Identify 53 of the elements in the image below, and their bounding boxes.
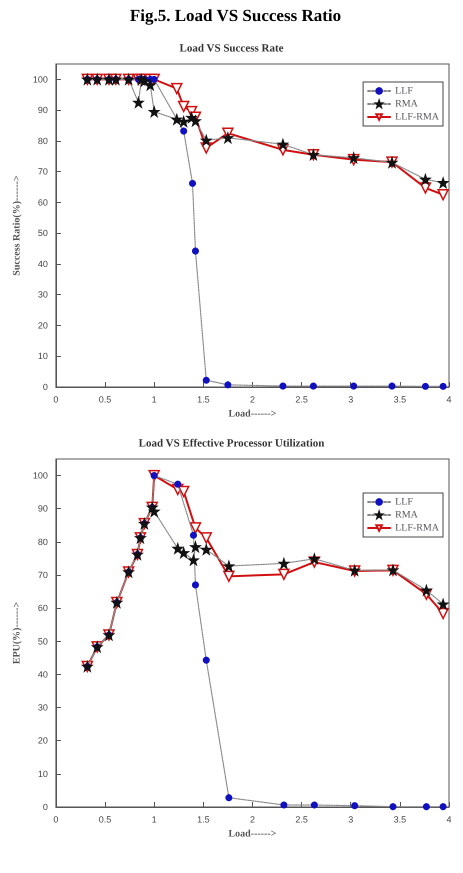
y-tick-label: 70 — [38, 166, 48, 177]
legend-label: RMA — [395, 510, 419, 520]
y-tick-label: 100 — [32, 74, 48, 84]
x-tick-label: 4 — [446, 814, 452, 824]
y-tick-label: 10 — [38, 351, 48, 362]
x-tick-label: 1 — [152, 394, 157, 404]
x-tick-label: 3.5 — [394, 814, 406, 824]
y-tick-label: 60 — [38, 197, 48, 208]
y-tick-label: 80 — [38, 536, 48, 547]
y-axis-title: EPU(%)------> — [12, 602, 22, 664]
y-tick-label: 0 — [42, 382, 48, 392]
x-tick-label: 1 — [152, 814, 157, 824]
caption: Fig.5. Load VS Success Ratio — [128, 5, 342, 27]
y-axis-title: Success Ratio(%)------> — [12, 175, 22, 276]
x-tick-label: 0 — [53, 814, 58, 824]
x-tick-label: 3 — [348, 814, 354, 824]
y-tick-label: 90 — [38, 105, 48, 116]
x-tick-label: 3 — [348, 394, 354, 404]
x-tick-label: 4 — [446, 394, 452, 404]
x-axis-title: Load------> — [228, 408, 277, 420]
y-tick-label: 10 — [38, 768, 48, 779]
legend-label: LLF — [395, 496, 414, 508]
y-tick-label: 30 — [38, 702, 48, 713]
chart-title: Load VS Effective Processor Utilization — [138, 438, 324, 450]
x-tick-label: 2.5 — [295, 814, 308, 824]
x-tick-label: 1.5 — [197, 394, 210, 404]
y-tick-label: 70 — [38, 570, 48, 580]
legend-label: LLF-RMA — [395, 522, 440, 534]
y-tick-label: 20 — [38, 320, 48, 330]
x-tick-label: 0 — [53, 394, 58, 404]
legend-label: LLF — [395, 86, 414, 96]
legend-label: LLF-RMA — [395, 112, 440, 122]
x-tick-label: 3.5 — [394, 394, 406, 404]
y-tick-label: 80 — [38, 136, 48, 146]
y-tick-label: 40 — [38, 258, 48, 269]
y-tick-label: 0 — [42, 802, 48, 812]
y-tick-label: 50 — [38, 636, 48, 646]
y-tick-label: 20 — [38, 736, 48, 746]
y-tick-label: 100 — [32, 470, 48, 481]
y-tick-label: 40 — [38, 669, 48, 680]
y-tick-label: 60 — [38, 603, 48, 614]
y-tick-label: 90 — [38, 504, 48, 514]
legend-label: RMA — [395, 98, 419, 110]
x-tick-label: 2 — [250, 394, 255, 404]
x-tick-label: 1.5 — [197, 814, 210, 824]
x-axis-title: Load------> — [228, 828, 277, 840]
x-tick-label: 2 — [250, 814, 255, 824]
y-tick-label: 30 — [38, 290, 48, 300]
x-tick-label: 2.5 — [295, 394, 308, 404]
x-tick-label: 0.5 — [98, 814, 112, 824]
chart-title: Load VS Success Rate — [179, 42, 284, 54]
x-tick-label: 0.5 — [98, 394, 112, 404]
y-tick-label: 50 — [38, 228, 48, 238]
